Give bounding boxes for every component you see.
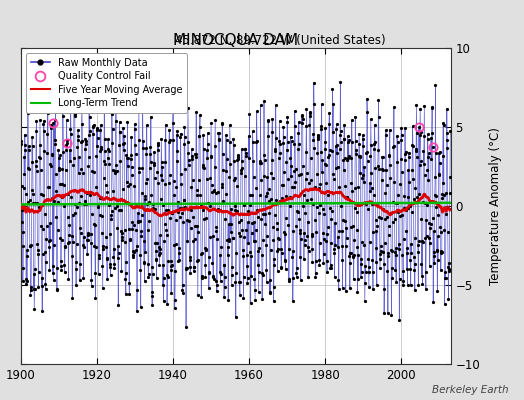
Text: 45.872 N, 89.722 W (United States): 45.872 N, 89.722 W (United States) (175, 34, 386, 47)
Text: Berkeley Earth: Berkeley Earth (432, 385, 508, 395)
Legend: Raw Monthly Data, Quality Control Fail, Five Year Moving Average, Long-Term Tren: Raw Monthly Data, Quality Control Fail, … (26, 53, 187, 113)
Y-axis label: Temperature Anomaly (°C): Temperature Anomaly (°C) (488, 127, 501, 285)
Title: MINOCQUA DAM: MINOCQUA DAM (173, 33, 298, 48)
